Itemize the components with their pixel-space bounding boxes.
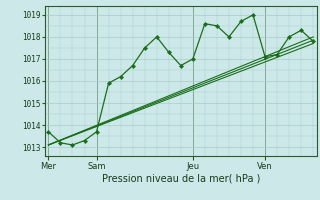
- X-axis label: Pression niveau de la mer( hPa ): Pression niveau de la mer( hPa ): [102, 173, 260, 183]
